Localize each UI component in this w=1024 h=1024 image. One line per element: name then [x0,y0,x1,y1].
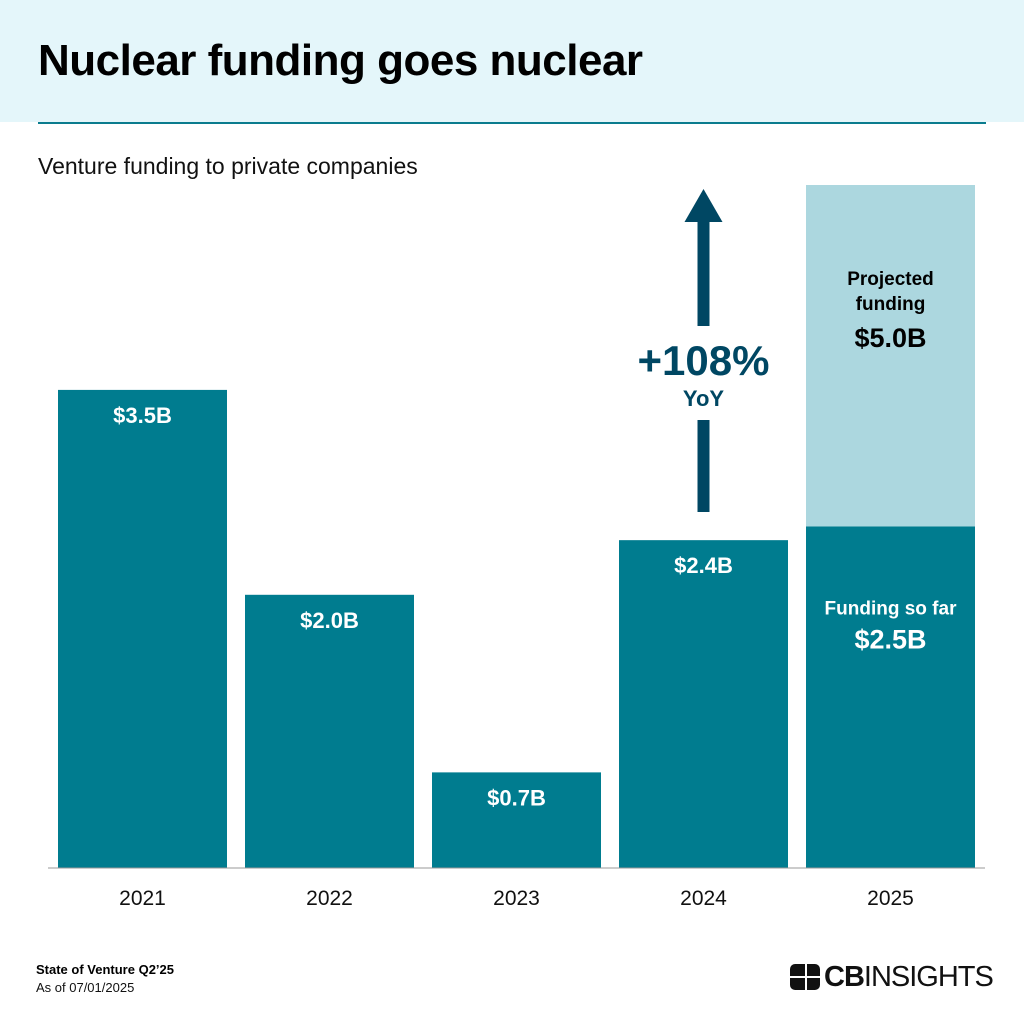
growth-annotation: +108% [638,337,770,384]
x-tick-label: 2025 [867,887,914,910]
bar-value-label: $2.5B [854,625,926,655]
source-label: State of Venture Q2’25 [36,962,174,977]
arrow-up-icon [684,189,723,222]
series-name-label: Funding so far [825,599,958,620]
projected-label-line1: Projected [847,269,934,290]
bar-2022 [245,594,414,868]
arrow-shaft-lower [697,420,710,512]
x-tick-label: 2024 [680,887,727,910]
projected-label-line2: funding [856,294,926,315]
bar-2025 [806,526,975,868]
growth-annotation-sub: YoY [683,386,724,411]
x-tick-label: 2023 [493,887,540,910]
bar-2023 [432,772,601,868]
bar-2021 [58,389,227,868]
page-title: Nuclear funding goes nuclear [38,36,643,85]
bar-value-label: $3.5B [113,403,172,428]
as-of-date: As of 07/01/2025 [36,980,135,995]
bar-value-label: $2.0B [300,608,359,633]
x-tick-label: 2021 [119,887,166,910]
arrow-shaft-upper [697,218,710,326]
bar-2024 [619,540,788,868]
header: Nuclear funding goes nuclear [0,0,1024,122]
logo-mark-icon [790,964,820,990]
bar-value-label: $2.4B [674,553,733,578]
cb-insights-logo: CB INSIGHTS [790,961,994,993]
projected-value-label: $5.0B [854,323,926,353]
divider [38,122,986,124]
x-tick-label: 2022 [306,887,353,910]
chart-subtitle: Venture funding to private companies [38,153,418,179]
bar-value-label: $0.7B [487,785,546,810]
